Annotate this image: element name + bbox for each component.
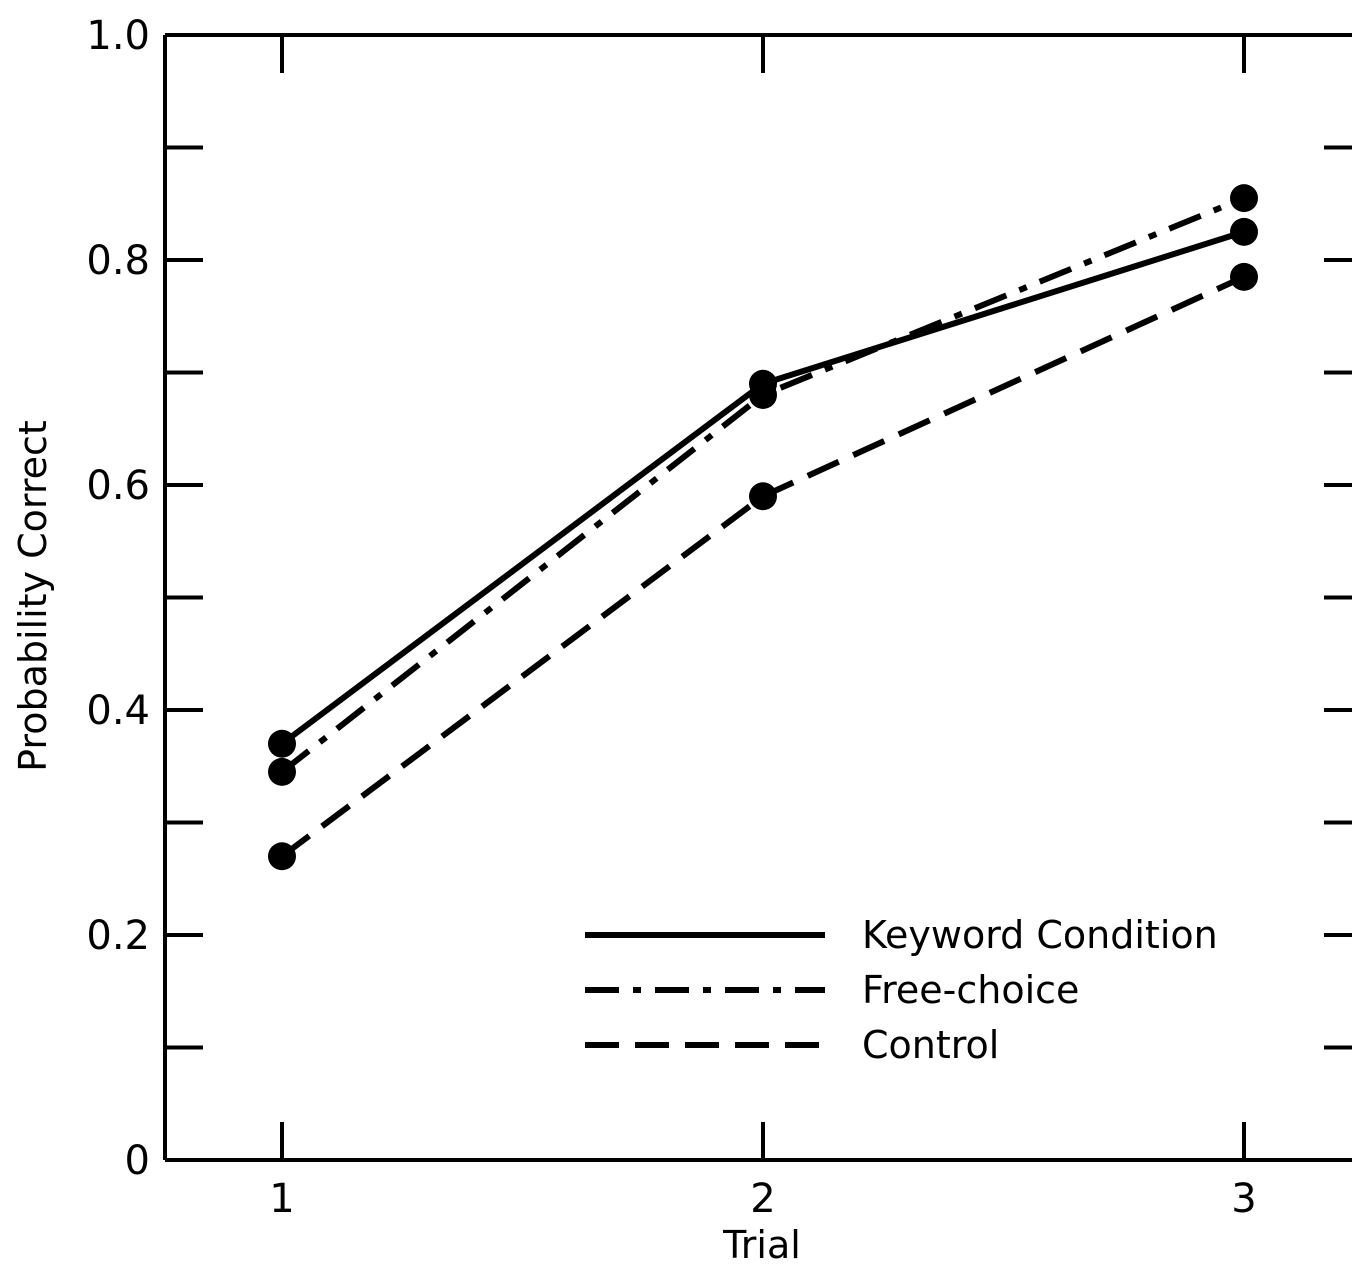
data-point-keyword-condition (1230, 217, 1258, 246)
data-point-free-choice (268, 757, 296, 786)
data-point-free-choice (1230, 184, 1258, 213)
legend-label-free-choice: Free-choice (862, 968, 1079, 1012)
data-points (268, 184, 1258, 871)
legend-label-control: Control (862, 1023, 999, 1067)
x-axis-title: Trial (722, 1223, 801, 1265)
data-point-control (268, 842, 296, 871)
x-tick-label: 3 (1231, 1176, 1256, 1222)
data-point-control (1230, 262, 1258, 291)
y-tick-label: 1.0 (86, 13, 150, 59)
axis-ticks: 0 0.2 0.4 0.6 0.8 1.0 1 2 3 (86, 13, 1352, 1222)
legend-label-keyword-condition: Keyword Condition (862, 913, 1218, 957)
y-tick-label: 0.6 (86, 463, 150, 509)
y-tick-label: 0.8 (86, 238, 150, 284)
y-axis-title: Probability Correct (11, 420, 55, 772)
y-tick-label: 0 (125, 1138, 150, 1184)
y-tick-label: 0.2 (86, 913, 150, 959)
x-tick-label: 2 (750, 1176, 775, 1222)
x-tick-label: 1 (269, 1176, 294, 1222)
series-lines (280, 195, 1246, 859)
data-point-control (749, 482, 777, 511)
series-line-control (280, 274, 1246, 859)
legend: Keyword Condition Free-choice Control (585, 913, 1218, 1067)
y-tick-label: 0.4 (86, 688, 150, 734)
data-point-keyword-condition (268, 729, 296, 758)
data-point-free-choice (749, 381, 777, 409)
